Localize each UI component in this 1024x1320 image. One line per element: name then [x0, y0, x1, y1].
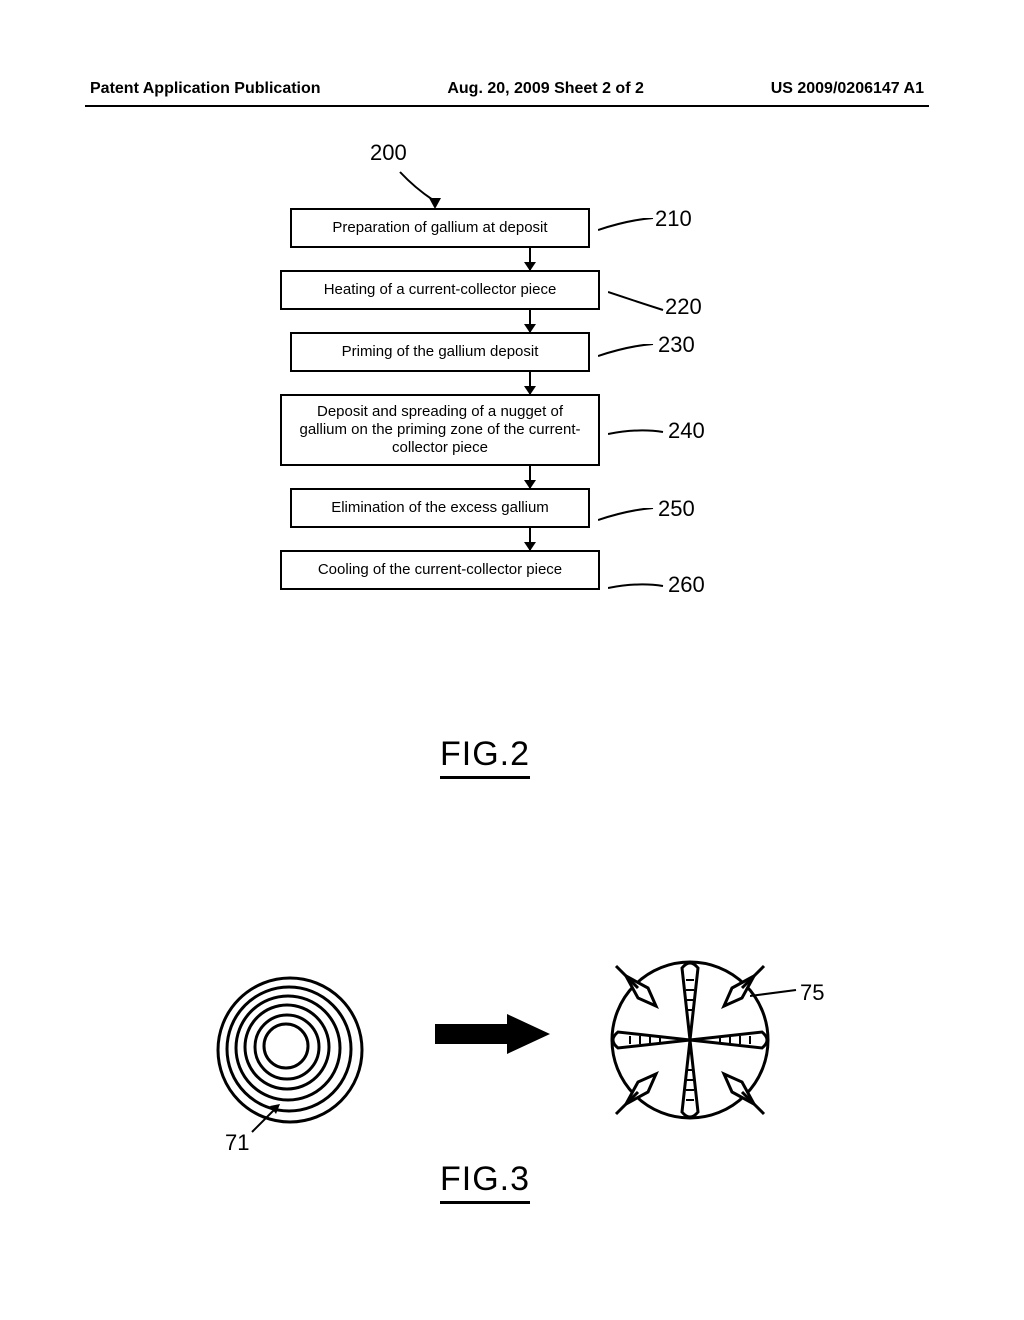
ref-260: 260 — [668, 572, 705, 598]
header-rule — [85, 105, 929, 107]
step-230-label: Priming of the gallium deposit — [342, 343, 539, 361]
ref-240: 240 — [668, 418, 705, 444]
fig2-caption: FIG.2 — [440, 735, 530, 779]
compressed-star-icon — [590, 940, 790, 1140]
transform-arrow-icon — [435, 1010, 555, 1060]
arrow-icon — [529, 528, 531, 550]
header-left: Patent Application Publication — [90, 80, 321, 98]
ref-210: 210 — [655, 206, 692, 232]
step-240-label: Deposit and spreading of a nugget of gal… — [294, 403, 586, 457]
step-250-label: Elimination of the excess gallium — [331, 499, 549, 517]
ref-71: 71 — [225, 1130, 249, 1156]
leader-220 — [608, 290, 668, 314]
page-header: Patent Application Publication Aug. 20, … — [0, 80, 1024, 98]
leader-230 — [598, 344, 658, 364]
step-210: Preparation of gallium at deposit — [290, 208, 590, 248]
ref-230: 230 — [658, 332, 695, 358]
arrow-icon — [529, 310, 531, 332]
leader-210 — [598, 218, 658, 238]
leader-260 — [608, 580, 668, 600]
ref-200: 200 — [370, 140, 407, 166]
step-250: Elimination of the excess gallium — [290, 488, 590, 528]
leader-250 — [598, 508, 658, 528]
header-center: Aug. 20, 2009 Sheet 2 of 2 — [447, 80, 644, 98]
arrow-icon — [529, 248, 531, 270]
fig2-text: FIG.2 — [440, 735, 530, 779]
fig3-text: FIG.3 — [440, 1160, 530, 1204]
ref-220: 220 — [665, 294, 702, 320]
spiral-coil-icon — [210, 970, 370, 1130]
fig3-caption: FIG.3 — [440, 1160, 530, 1204]
step-230: Priming of the gallium deposit — [290, 332, 590, 372]
step-240: Deposit and spreading of a nugget of gal… — [280, 394, 600, 466]
arrow-icon — [529, 372, 531, 394]
step-260-label: Cooling of the current-collector piece — [318, 561, 562, 579]
step-260: Cooling of the current-collector piece — [280, 550, 600, 590]
step-220-label: Heating of a current-collector piece — [324, 281, 557, 299]
arrow-icon — [529, 466, 531, 488]
ref-75: 75 — [800, 980, 824, 1006]
leader-71 — [250, 1104, 280, 1134]
leader-240 — [608, 426, 668, 446]
flow-steps: Preparation of gallium at deposit 210 He… — [280, 208, 780, 590]
step-210-label: Preparation of gallium at deposit — [332, 219, 547, 237]
leader-75 — [750, 976, 800, 1006]
header-right: US 2009/0206147 A1 — [771, 80, 924, 98]
step-220: Heating of a current-collector piece — [280, 270, 600, 310]
ref-250: 250 — [658, 496, 695, 522]
